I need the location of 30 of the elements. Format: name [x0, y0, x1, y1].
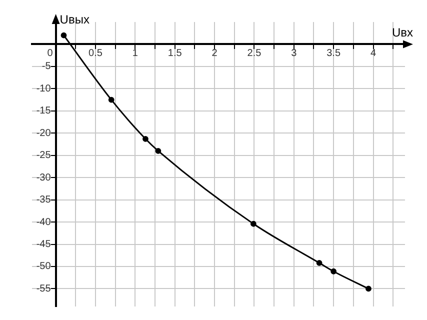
point: [250, 220, 256, 227]
y-tick-label: -50: [36, 261, 52, 272]
point: [142, 136, 148, 142]
y-tick-label: -5: [42, 61, 52, 72]
y-tick-label: -25: [36, 150, 52, 162]
y-tick-label: -55: [36, 283, 52, 294]
y-tick-label: -35: [36, 194, 52, 206]
x-tick-label: 4: [370, 48, 376, 59]
y-tick-label: -20: [36, 128, 52, 139]
point: [316, 260, 322, 266]
y-axis-title: Uвых: [60, 12, 90, 26]
x-tick-label: 3: [291, 48, 298, 59]
point: [108, 96, 114, 103]
x-tick-label: 1: [132, 48, 138, 59]
x-tick-label: 0.5: [88, 48, 103, 59]
point: [330, 268, 337, 274]
y-tick-label: -10: [36, 83, 52, 94]
x-tick-label: 3.5: [326, 48, 341, 59]
x-axis-title: Uвх: [392, 26, 413, 40]
point: [366, 286, 372, 292]
y-tick-label: -15: [36, 106, 52, 117]
point: [60, 32, 67, 38]
y-tick-label: -30: [36, 172, 52, 184]
point: [155, 148, 162, 154]
y-tick-label: -40: [36, 216, 52, 228]
x-tick-label: 1.5: [168, 48, 182, 59]
y-tick-label: -45: [36, 239, 52, 250]
x-tick-label: 0: [47, 48, 54, 59]
x-tick-label: 2: [212, 48, 218, 59]
x-tick-label: 2.5: [247, 48, 262, 59]
